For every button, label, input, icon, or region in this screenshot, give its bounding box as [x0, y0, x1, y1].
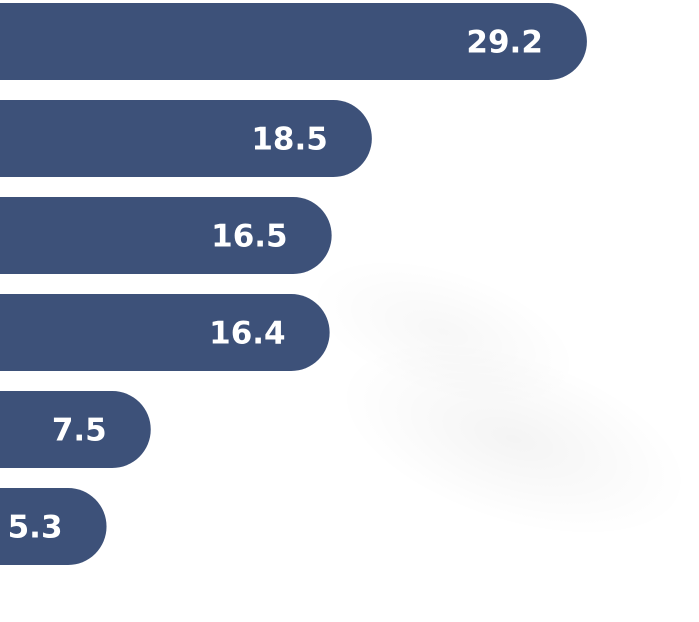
- bar-5: [0, 391, 151, 468]
- bar-value-label-4: 16.4: [209, 316, 286, 352]
- bar-6: [0, 488, 107, 565]
- bar-1: [0, 3, 587, 80]
- bar-value-label-3: 16.5: [211, 219, 288, 255]
- bar-value-label-5: 7.5: [52, 413, 107, 449]
- bar-3: [0, 197, 332, 274]
- bar-value-label-6: 5.3: [8, 510, 63, 546]
- bar-value-label-2: 18.5: [251, 122, 328, 158]
- bar-chart: 29.2 18.5 16.5 16.4 7.5 5.3: [0, 3, 587, 565]
- bar-value-label-1: 29.2: [466, 25, 543, 61]
- bar-4: [0, 294, 330, 371]
- bar-2: [0, 100, 372, 177]
